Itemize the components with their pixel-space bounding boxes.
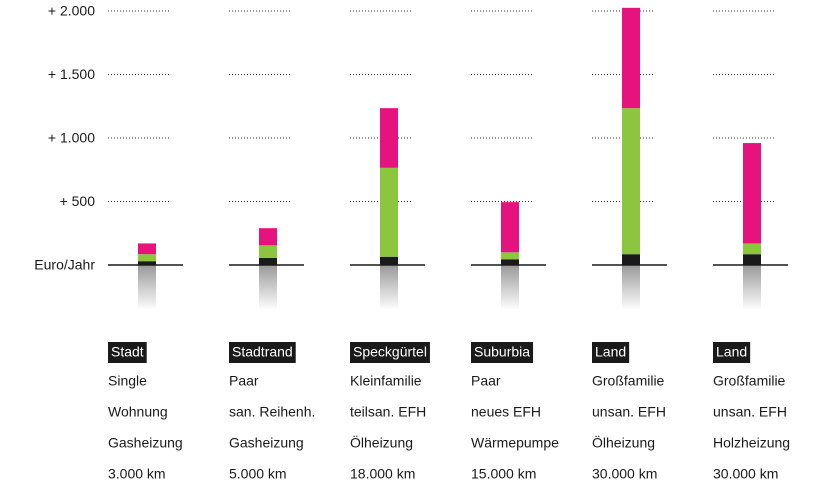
bar-segment: [743, 243, 761, 255]
y-tick-label: + 1.000: [48, 130, 95, 146]
category-detail: teilsan. EFH: [350, 404, 426, 420]
bar-segment: [501, 202, 519, 253]
category-tag: Stadtrand: [232, 344, 293, 360]
bar-segment: [622, 254, 640, 265]
bar-segment: [259, 258, 277, 265]
bar-segment: [259, 245, 277, 259]
y-tick-label: + 2.000: [48, 3, 95, 19]
category-detail: Ölheizung: [350, 434, 413, 451]
category-detail: Gasheizung: [108, 435, 183, 451]
bar-segment: [380, 108, 398, 168]
category-detail: Wärmepumpe: [471, 435, 559, 451]
bar-segment: [501, 259, 519, 265]
fade: [138, 265, 156, 310]
category-tag: Land: [595, 344, 626, 360]
bar-segment: [138, 254, 156, 262]
tag-background: [350, 342, 430, 363]
category-detail: san. Reihenh.: [229, 404, 315, 420]
fade: [501, 265, 519, 310]
bar-segment: [622, 7, 640, 109]
category-detail: unsan. EFH: [713, 404, 787, 420]
bar-segment: [501, 252, 519, 260]
tag-background: [108, 342, 147, 363]
category-detail: Paar: [229, 373, 259, 389]
category-detail: 30.000 km: [592, 466, 657, 482]
bar-segment: [259, 228, 277, 246]
category-detail: 18.000 km: [350, 466, 415, 482]
category-detail: Kleinfamilie: [350, 373, 422, 389]
category-tag: Suburbia: [474, 344, 530, 360]
bar-segment: [138, 243, 156, 255]
bar-segment: [138, 261, 156, 265]
fade: [259, 265, 277, 310]
category-detail: Holzheizung: [713, 435, 790, 451]
category-detail: Großfamilie: [713, 373, 786, 389]
tag-background: [592, 342, 630, 363]
category-detail: neues EFH: [471, 404, 541, 420]
category-detail: 15.000 km: [471, 466, 536, 482]
category-detail: Gasheizung: [229, 435, 304, 451]
category-detail: Großfamilie: [592, 373, 665, 389]
category-detail: Single: [108, 373, 147, 389]
category-detail: 3.000 km: [108, 466, 166, 482]
tag-background: [713, 342, 751, 363]
category-tag: Land: [716, 344, 747, 360]
category-detail: unsan. EFH: [592, 404, 666, 420]
category-detail: Paar: [471, 373, 501, 389]
bar-segment: [380, 167, 398, 257]
bar-segment: [743, 254, 761, 265]
y-tick-label: + 500: [60, 193, 96, 209]
y-tick-label: Euro/Jahr: [34, 257, 95, 273]
bar-segment: [380, 256, 398, 265]
tag-background: [229, 342, 296, 363]
y-tick-label: + 1.500: [48, 66, 95, 82]
fade: [380, 265, 398, 310]
tag-background: [471, 342, 534, 363]
category-detail: Wohnung: [108, 404, 168, 420]
fade: [743, 265, 761, 310]
category-detail: 5.000 km: [229, 466, 287, 482]
bar-segment: [622, 108, 640, 255]
bar-segment: [743, 143, 761, 244]
category-tag: Stadt: [111, 344, 144, 360]
category-tag: Speckgürtel: [353, 344, 427, 360]
fade: [622, 265, 640, 310]
category-detail: 30.000 km: [713, 466, 778, 482]
category-detail: Ölheizung: [592, 434, 655, 451]
